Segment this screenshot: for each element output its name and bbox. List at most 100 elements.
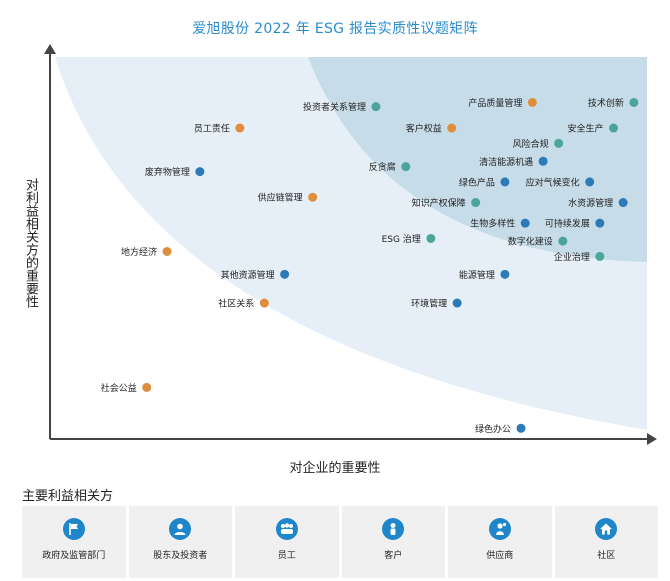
- point-marker: [500, 269, 510, 279]
- stakeholder-label: 员工: [277, 551, 296, 561]
- point-label: 安全生产: [568, 123, 604, 135]
- stakeholders-row: 政府及监管部门 股东及投资者 员工 客户 供应商 社区: [22, 506, 658, 578]
- point-label: ESG 治理: [382, 233, 421, 245]
- data-point: 社会公益: [101, 382, 152, 394]
- point-label: 清洁能源机遇: [479, 156, 533, 168]
- data-point: 数字化建设: [508, 236, 568, 248]
- point-label: 反贪腐: [369, 161, 396, 173]
- data-point: 企业治理: [554, 251, 605, 263]
- point-label: 环境管理: [411, 298, 447, 310]
- data-point: 风险合规: [513, 138, 564, 150]
- data-point: 产品质量管理: [468, 97, 537, 109]
- point-label: 应对气候变化: [526, 176, 580, 188]
- point-label: 绿色产品: [459, 176, 495, 188]
- point-label: 客户权益: [406, 123, 442, 135]
- point-marker: [554, 138, 564, 148]
- point-marker: [447, 123, 457, 133]
- data-point: 社区关系: [218, 298, 269, 310]
- point-marker: [452, 298, 462, 308]
- home-icon: [595, 518, 618, 540]
- point-marker: [618, 198, 628, 208]
- data-point: 供应链管理: [258, 192, 318, 204]
- point-marker: [308, 192, 318, 202]
- x-axis-arrow-icon: [647, 433, 657, 445]
- point-label: 投资者关系管理: [303, 101, 366, 113]
- data-point: 反贪腐: [369, 161, 411, 173]
- stakeholders-title: 主要利益相关方: [22, 489, 114, 504]
- stakeholder-card-employees: 员工: [235, 506, 339, 578]
- data-point: 清洁能源机遇: [479, 156, 548, 168]
- inner-high-importance-region: [308, 57, 647, 262]
- point-marker: [609, 123, 619, 133]
- point-label: 企业治理: [554, 251, 590, 263]
- stakeholder-label: 社区: [597, 551, 616, 561]
- point-marker: [371, 102, 381, 112]
- point-label: 绿色办公: [475, 423, 511, 435]
- data-point: 能源管理: [459, 269, 510, 281]
- point-label: 社区关系: [218, 298, 254, 310]
- data-point: 投资者关系管理: [303, 101, 381, 113]
- data-point: 其他资源管理: [221, 269, 290, 281]
- data-point: 技术创新: [588, 97, 639, 109]
- point-label: 技术创新: [588, 97, 624, 109]
- point-marker: [280, 269, 290, 279]
- data-point: 应对气候变化: [526, 176, 595, 188]
- investor-icon: [169, 518, 192, 540]
- y-axis-arrow-icon: [44, 44, 56, 54]
- stakeholder-card-government: 政府及监管部门: [22, 506, 126, 578]
- flag-icon: [62, 518, 85, 540]
- point-marker: [500, 177, 510, 187]
- point-label: 数字化建设: [508, 236, 553, 248]
- stakeholder-card-investors: 股东及投资者: [128, 506, 232, 578]
- data-point: 安全生产: [568, 123, 619, 135]
- data-point: 绿色办公: [475, 423, 526, 435]
- point-marker: [471, 198, 481, 208]
- point-label: 生物多样性: [470, 218, 515, 230]
- point-marker: [558, 236, 568, 246]
- point-marker: [595, 218, 605, 228]
- point-label: 风险合规: [513, 138, 549, 150]
- point-label: 供应链管理: [258, 192, 303, 204]
- point-label: 废弃物管理: [145, 166, 190, 178]
- point-marker: [538, 156, 548, 166]
- point-marker: [195, 167, 205, 177]
- data-point: 环境管理: [411, 298, 462, 310]
- data-point: 可持续发展: [545, 218, 605, 230]
- data-point: 员工责任: [194, 123, 245, 135]
- point-marker: [629, 97, 639, 107]
- customer-icon: [382, 518, 405, 540]
- point-label: 员工责任: [194, 123, 230, 135]
- x-axis-label: 对企业的重要性: [289, 461, 381, 476]
- point-marker: [235, 123, 245, 133]
- point-marker: [585, 177, 595, 187]
- point-label: 知识产权保障: [412, 197, 466, 209]
- stakeholder-card-community: 社区: [554, 506, 658, 578]
- point-label: 水资源管理: [568, 197, 613, 209]
- data-point: 废弃物管理: [145, 166, 205, 178]
- stakeholder-label: 政府及监管部门: [42, 551, 106, 561]
- point-marker: [516, 423, 526, 433]
- point-label: 社会公益: [101, 382, 137, 394]
- point-marker: [426, 233, 436, 243]
- point-label: 产品质量管理: [468, 97, 522, 109]
- point-marker: [595, 251, 605, 261]
- point-marker: [162, 246, 172, 256]
- point-marker: [527, 97, 537, 107]
- data-point: 地方经济: [121, 246, 172, 258]
- chart-title: 爱旭股份 2022 年 ESG 报告实质性议题矩阵: [192, 21, 478, 37]
- point-label: 能源管理: [459, 269, 495, 281]
- point-marker: [520, 218, 530, 228]
- stakeholder-label: 股东及投资者: [153, 551, 208, 561]
- supplier-icon: [488, 518, 511, 540]
- data-point: ESG 治理: [382, 233, 436, 245]
- point-marker: [259, 298, 269, 308]
- point-marker: [142, 382, 152, 392]
- point-label: 其他资源管理: [221, 269, 275, 281]
- employees-icon: [275, 518, 298, 540]
- y-axis-label: 对利益相关方的重要性: [23, 178, 38, 308]
- data-point: 水资源管理: [568, 197, 628, 209]
- point-marker: [401, 162, 411, 172]
- stakeholder-card-customers: 客户: [341, 506, 445, 578]
